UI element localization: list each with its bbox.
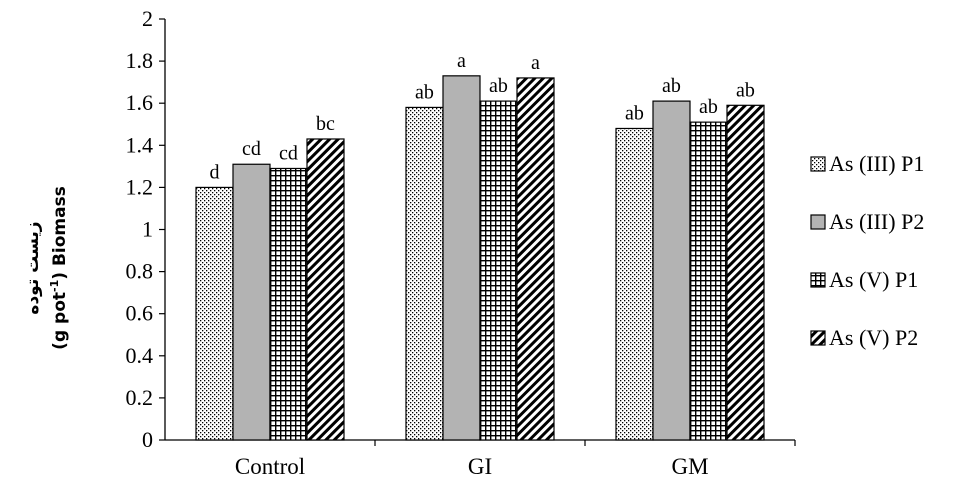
legend-label: As (V) P1	[829, 267, 918, 292]
bar-solid-gray	[442, 75, 481, 441]
y-axis-title: زیست توده (g pot-1) Biomass	[23, 186, 70, 350]
category-label: GM	[671, 454, 708, 479]
significance-label: ab	[662, 75, 681, 97]
legend-swatch-diagonal	[810, 330, 826, 346]
significance-label: d	[210, 161, 220, 183]
significance-label: ab	[489, 75, 508, 97]
category-label: GI	[468, 454, 492, 479]
legend-label: As (III) P2	[829, 209, 924, 234]
y-tick-label: 0	[142, 427, 153, 452]
significance-label: ab	[736, 79, 755, 101]
y-axis-title-line1: زیست توده	[23, 221, 43, 314]
bar-grid	[269, 167, 308, 441]
bar-diagonal	[306, 138, 345, 441]
y-tick-label: 1.8	[126, 48, 154, 73]
bar-dots	[195, 186, 234, 441]
bar-diagonal	[516, 77, 555, 441]
significance-label: a	[531, 52, 540, 74]
significance-label: cd	[279, 142, 298, 164]
y-tick-label: 2	[142, 6, 153, 31]
y-tick-label: 1	[142, 217, 153, 242]
significance-label: ab	[699, 96, 718, 118]
y-tick-label: 0.2	[126, 385, 154, 410]
bar-solid-gray	[232, 163, 271, 441]
bar-dots	[615, 127, 654, 441]
bars	[195, 75, 765, 441]
bar-grid	[479, 100, 518, 441]
y-tick-label: 1.2	[126, 174, 154, 199]
legend-swatch-dots	[810, 156, 826, 172]
legend-label: As (III) P1	[829, 151, 924, 176]
significance-label: a	[457, 50, 466, 72]
y-tick-label: 0.4	[126, 343, 154, 368]
significance-label: cd	[242, 138, 261, 160]
significance-label: ab	[625, 102, 644, 124]
legend-label: As (V) P2	[829, 325, 918, 350]
legend: As (III) P1 As (III) P2 As (V) P1 As (V) P2	[810, 151, 924, 350]
category-label: Control	[235, 454, 305, 479]
significance-label: bc	[316, 113, 335, 135]
bar-diagonal	[726, 104, 765, 441]
y-tick-label: 1.4	[126, 132, 154, 157]
bar-grid	[689, 121, 728, 441]
legend-swatch-grid	[810, 272, 826, 288]
legend-swatch-solid-gray	[810, 214, 826, 230]
y-tick-label: 0.6	[126, 301, 154, 326]
significance-label: ab	[415, 81, 434, 103]
axes: 0 0.2 0.4 0.6 0.8 1 1.2 1.4 1.6 1.8 2 Control GI GM	[126, 6, 796, 479]
y-tick-label: 0.8	[126, 259, 154, 284]
y-axis-title-line2: (g pot-1) Biomass	[48, 186, 70, 350]
bar-dots	[405, 106, 444, 441]
bar-solid-gray	[652, 100, 691, 441]
y-tick-label: 1.6	[126, 90, 154, 115]
